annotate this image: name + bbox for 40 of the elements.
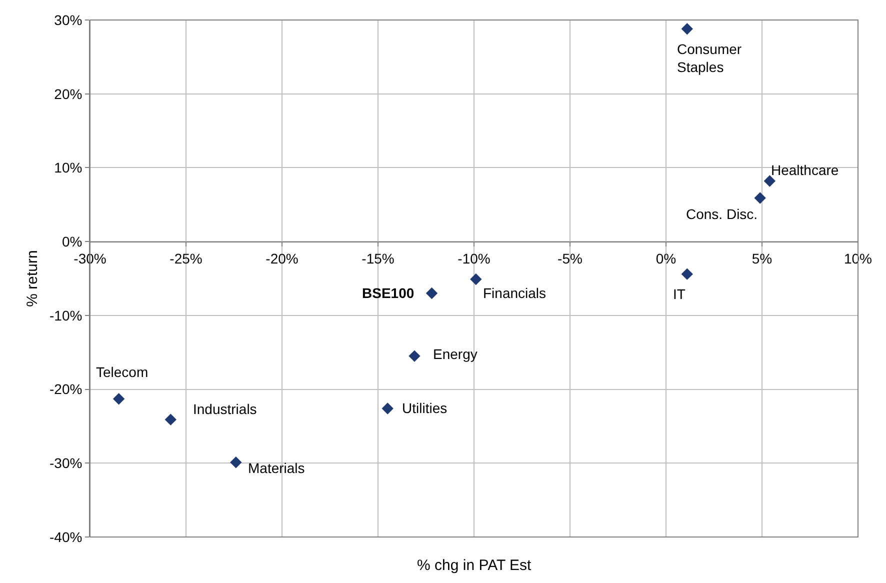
y-tick-label: 0% [62, 233, 82, 250]
x-tick-label: -10% [458, 250, 490, 266]
x-tick-label: -20% [266, 250, 298, 266]
x-tick-label: -15% [362, 250, 394, 266]
y-tick-label: -10% [50, 307, 82, 324]
annotation: Cons. Disc. [686, 206, 758, 222]
point [681, 268, 693, 280]
y-tick-label: 20% [54, 86, 82, 102]
point [230, 456, 242, 468]
y-tick-label: -40% [50, 528, 82, 545]
y-tick-label: 10% [54, 160, 82, 176]
point [112, 393, 125, 405]
y-tick-label: -20% [50, 381, 82, 398]
x-axis-title: % chg in PAT Est [417, 557, 532, 574]
annotation: Telecom [96, 364, 148, 380]
y-tick-label: 30% [54, 12, 82, 28]
x-tick-label: 5% [752, 250, 772, 266]
y-tick-label: -30% [50, 455, 82, 472]
point [382, 402, 394, 414]
annotation: Materials [248, 460, 305, 476]
annotation: BSE100 [362, 285, 414, 301]
annotation: Consumer Staples [677, 41, 742, 76]
point [754, 192, 766, 204]
x-tick-label: -5% [558, 250, 582, 266]
point [764, 175, 776, 187]
point [470, 273, 482, 286]
annotation: Industrials [193, 401, 257, 417]
annotation: IT [673, 286, 686, 302]
annotation: Financials [483, 285, 546, 301]
x-tick-label: 0% [656, 250, 676, 266]
x-tick-label: -25% [170, 250, 202, 266]
x-tick-label: -30% [74, 250, 106, 266]
annotation: Healthcare [771, 162, 839, 178]
y-axis-title: % return [24, 250, 41, 307]
point [426, 287, 438, 300]
annotation: Utilities [402, 400, 448, 416]
point [164, 414, 176, 426]
point [681, 23, 693, 35]
annotation: Energy [433, 346, 478, 362]
point [408, 350, 420, 362]
